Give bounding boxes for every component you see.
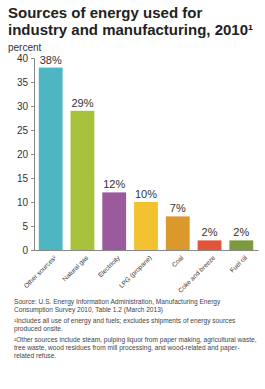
bar — [166, 216, 190, 250]
bar — [198, 240, 222, 250]
y-tick-label: 40 — [17, 53, 29, 64]
data-label: 2% — [233, 226, 249, 238]
bar — [229, 240, 253, 250]
x-tick-label: Coke and breeze — [176, 254, 216, 294]
x-axis: Other sources²Natural gasElectricityLPG … — [22, 250, 258, 294]
y-tick-mark — [31, 58, 34, 59]
y-axis: 0 5 10 15 20 25 30 35 40 — [17, 53, 35, 256]
x-tick: Coke and breeze — [176, 250, 216, 294]
y-tick-mark — [31, 106, 34, 107]
y-tick: 30 — [17, 101, 34, 112]
bars — [39, 68, 253, 250]
y-tick: 35 — [17, 77, 34, 88]
y-tick-mark — [31, 154, 34, 155]
y-tick: 15 — [17, 173, 34, 184]
y-tick-label: 20 — [17, 149, 29, 160]
data-label: 38% — [40, 54, 62, 66]
x-tick: Natural gas — [61, 250, 91, 283]
y-tick-label: 25 — [17, 125, 29, 136]
x-axis-line — [35, 250, 259, 251]
y-tick: 10 — [17, 197, 34, 208]
data-labels: 38% 29% 12% 10% 7% 2% 2% — [40, 54, 250, 239]
y-tick-label: 5 — [22, 221, 28, 232]
x-tick-label: LPG (propane) — [117, 254, 153, 290]
y-tick: 0 — [22, 245, 34, 256]
x-tick-label: Other sources² — [22, 253, 58, 289]
y-tick: 20 — [17, 149, 34, 160]
data-label: 12% — [103, 178, 125, 190]
chart-title: Sources of energy used for industry and … — [8, 4, 260, 38]
x-tick-label: Electricity — [96, 253, 122, 279]
footnote: ¹Includes all use of energy and fuels; e… — [14, 317, 258, 333]
bar — [71, 111, 95, 250]
y-tick-label: 0 — [22, 245, 28, 256]
data-label: 10% — [135, 188, 157, 200]
y-tick-mark — [31, 250, 34, 251]
y-tick-label: 10 — [17, 197, 29, 208]
source-note: Source: U.S. Energy Information Administ… — [14, 298, 258, 314]
y-tick-mark — [31, 130, 34, 131]
y-axis-line — [31, 59, 35, 251]
bar — [134, 202, 158, 250]
x-tick-label: Coal — [170, 253, 185, 268]
y-tick-label: 35 — [17, 77, 29, 88]
y-tick-mark — [31, 178, 34, 179]
bar — [102, 192, 126, 250]
y-tick: 5 — [22, 221, 34, 232]
y-tick-mark — [31, 226, 34, 227]
y-tick-mark — [31, 202, 34, 203]
data-label: 7% — [170, 202, 186, 214]
x-tick: Coal — [170, 250, 185, 268]
chart: percent 0 5 10 15 20 25 30 35 40 Other sources²Nat… — [0, 40, 265, 298]
notes: Source: U.S. Energy Information Administ… — [14, 298, 258, 363]
y-axis-title: percent — [8, 42, 42, 53]
footnote: ²Other sources include steam, pulping li… — [14, 336, 258, 360]
bar — [39, 68, 63, 250]
y-tick: 40 — [17, 53, 34, 64]
x-tick-label: Natural gas — [61, 253, 91, 283]
x-tick-label: Fuel oil — [228, 253, 248, 273]
data-label: 2% — [202, 226, 218, 238]
x-tick: Electricity — [96, 250, 122, 279]
y-tick-label: 15 — [17, 173, 29, 184]
y-tick-label: 30 — [17, 101, 29, 112]
data-label: 29% — [71, 97, 93, 109]
x-tick: LPG (propane) — [117, 250, 153, 290]
x-tick: Other sources² — [22, 250, 58, 289]
x-tick: Fuel oil — [228, 250, 248, 274]
y-tick-mark — [31, 82, 34, 83]
y-tick: 25 — [17, 125, 34, 136]
